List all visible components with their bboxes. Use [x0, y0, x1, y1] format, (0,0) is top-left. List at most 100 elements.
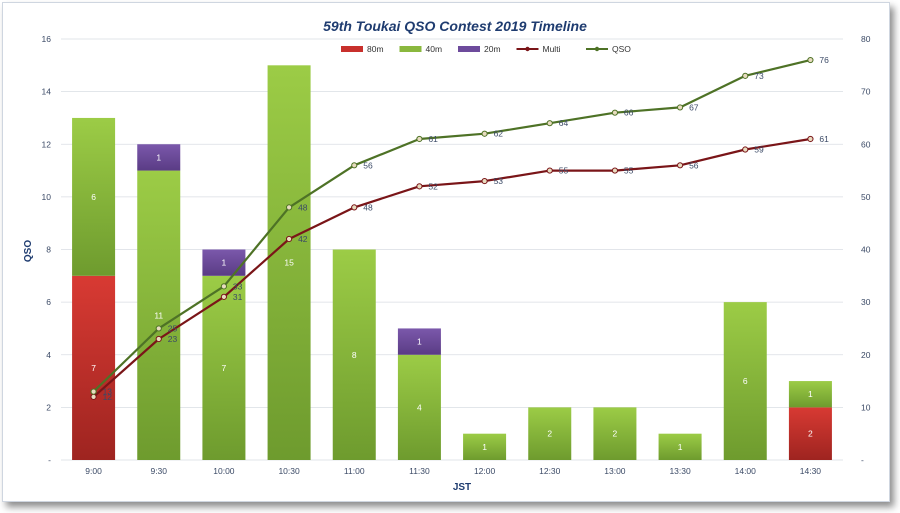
- legend: 80m 40m 20m Multi QSO: [341, 44, 631, 54]
- y2-tick-label: 70: [861, 87, 871, 97]
- legend-item-80m: 80m: [341, 44, 384, 54]
- x-tick-label: 11:30: [409, 466, 430, 476]
- point-label-Multi: 53: [494, 176, 504, 186]
- line-QSO: [92, 59, 811, 393]
- point-label-QSO: 48: [298, 202, 308, 212]
- legend-label: 40m: [426, 44, 443, 54]
- y2-tick-label: 30: [861, 297, 871, 307]
- point-QSO: [220, 283, 228, 290]
- x-tick-label: 13:30: [669, 466, 691, 476]
- point-label-Multi: 56: [689, 160, 699, 170]
- y-tick-label: 14: [42, 87, 52, 97]
- x-tick-label: 14:00: [735, 466, 757, 476]
- point-QSO: [351, 162, 358, 169]
- y-tick-label: 4: [46, 350, 51, 360]
- qso-timeline-chart: 59th Toukai QSO Contest 2019 Timeline 76…: [23, 18, 871, 493]
- point-label-Multi: 31: [233, 292, 243, 302]
- legend-item-Multi: Multi: [516, 44, 561, 54]
- bar-label-20m: 1: [222, 258, 227, 268]
- point-Multi: [742, 146, 749, 153]
- y2-tick-label: -: [861, 455, 864, 465]
- y2-tick-label: 40: [861, 245, 871, 255]
- point-label-Multi: 59: [754, 145, 764, 155]
- bar-label-40m: 1: [808, 389, 813, 399]
- point-Multi: [90, 393, 97, 400]
- point-QSO: [742, 72, 749, 79]
- legend-swatch: [341, 46, 363, 52]
- legend-swatch: [458, 46, 480, 52]
- bar-label-40m: 6: [743, 376, 748, 386]
- y2-tick-label: 60: [861, 139, 871, 149]
- y-tick-label: 6: [46, 297, 51, 307]
- y2-tick-label: 20: [861, 350, 871, 360]
- x-tick-label: 10:00: [213, 466, 235, 476]
- bar-label-40m: 6: [91, 192, 96, 202]
- y-tick-label: 16: [42, 34, 52, 44]
- y2-tick-label: 50: [861, 192, 871, 202]
- point-label-QSO: 64: [559, 118, 569, 128]
- point-QSO: [416, 135, 423, 143]
- legend-label: QSO: [612, 44, 631, 54]
- point-label-QSO: 73: [754, 71, 764, 81]
- y2-axis-ticks: - 10 20 30 40 50 60 70 80: [861, 34, 871, 465]
- x-tick-label: 10:30: [278, 466, 300, 476]
- legend-label: 20m: [484, 44, 501, 54]
- legend-item-QSO: QSO: [586, 44, 631, 54]
- y-tick-label: 12: [42, 139, 52, 149]
- bar-label-40m: 2: [613, 429, 618, 439]
- point-label-Multi: 55: [559, 166, 569, 176]
- bar-40m-14:00: [723, 302, 767, 460]
- x-tick-label: 14:30: [800, 466, 822, 476]
- x-tick-label: 9:00: [85, 466, 102, 476]
- bar-40m-12:00: [463, 433, 507, 460]
- point-label-QSO: 33: [233, 281, 243, 291]
- legend-marker: [594, 46, 600, 52]
- bar-label-20m: 1: [156, 152, 161, 162]
- point-Multi: [481, 177, 488, 185]
- y-tick-label: 8: [46, 245, 51, 255]
- bar-label-40m: 8: [352, 350, 357, 360]
- legend-label: 80m: [367, 44, 384, 54]
- point-Multi: [351, 204, 358, 211]
- gridlines: [61, 38, 843, 461]
- bar-40m-13:00: [593, 407, 637, 460]
- legend-swatch: [399, 46, 422, 52]
- point-label-QSO: 13: [103, 387, 113, 397]
- point-label-QSO: 76: [819, 55, 829, 65]
- point-label-QSO: 67: [689, 102, 699, 112]
- point-Multi: [285, 235, 293, 243]
- bar-label-40m: 15: [284, 258, 294, 268]
- bar-20m-9:30: [137, 144, 181, 171]
- x-tick-label: 12:00: [474, 466, 496, 476]
- bar-80m-9:00: [72, 275, 116, 460]
- bar-20m-11:30: [397, 328, 441, 355]
- point-label-Multi: 42: [298, 234, 308, 244]
- point-QSO: [807, 56, 814, 64]
- y2-tick-label: 10: [861, 402, 871, 412]
- x-tick-label: 12:30: [539, 466, 561, 476]
- point-label-Multi: 55: [624, 166, 634, 176]
- bar-40m-13:30: [658, 433, 702, 460]
- point-label-Multi: 12: [103, 392, 113, 402]
- point-label-QSO: 61: [428, 134, 438, 144]
- bar-40m-11:00: [332, 249, 376, 460]
- point-label-QSO: 56: [363, 160, 373, 170]
- x-axis-ticks: 9:00 9:30 10:00 10:30 11:00 11:30 12:00 12:30 13…: [85, 466, 821, 476]
- bar-label-80m: 2: [808, 429, 813, 439]
- point-QSO: [611, 109, 619, 116]
- bar-label-20m: 1: [417, 337, 422, 347]
- chart-title: 59th Toukai QSO Contest 2019 Timeline: [323, 18, 587, 34]
- bar-label-40m: 4: [417, 402, 422, 412]
- bar-20m-10:00: [202, 249, 246, 276]
- point-Multi: [807, 135, 814, 143]
- y2-tick-label: 80: [861, 34, 871, 44]
- y-axis-ticks: - 2 4 6 8 10 12 14 16: [42, 34, 52, 465]
- point-Multi: [611, 167, 619, 174]
- point-label-QSO: 62: [494, 129, 504, 139]
- legend-item-40m: 40m: [399, 44, 443, 54]
- bar-40m-12:30: [528, 407, 572, 460]
- point-QSO: [285, 204, 293, 211]
- point-QSO: [155, 325, 162, 332]
